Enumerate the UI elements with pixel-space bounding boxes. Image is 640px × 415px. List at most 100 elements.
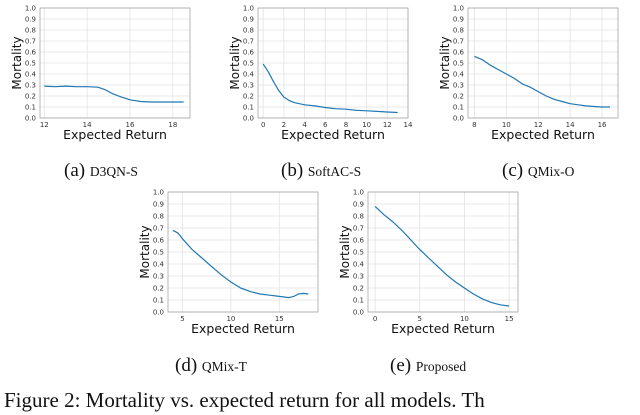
caption-c: (c) QMix-O <box>502 160 574 182</box>
chart-3-xtick-label-1: 10 <box>226 315 235 323</box>
chart-0-ytick-label-3: 0.3 <box>25 82 36 90</box>
chart-2-x-axis-label: Expected Return <box>491 127 595 142</box>
chart-0-xtick-label-1: 14 <box>83 121 92 129</box>
chart-3-xtick-label-2: 15 <box>275 315 284 323</box>
chart-1-series-line <box>262 63 398 114</box>
caption-a-label: (a) <box>64 160 86 181</box>
mortality-chart-d: 0.0 0.1 0.2 0.3 0.4 0.5 0.6 0.7 0.8 0.9 1.0 5 10 15Ex… <box>138 189 319 336</box>
caption-d-label: (d) <box>175 355 198 376</box>
chart-1-ytick-label-0: 0.0 <box>243 115 254 123</box>
chart-1-xtick-label-2: 4 <box>302 121 307 129</box>
chart-2-xtick-label-1: 10 <box>502 121 511 129</box>
chart-4-ytick-label-3: 0.3 <box>353 273 364 281</box>
chart-4-ytick-label-5: 0.5 <box>353 249 364 257</box>
chart-0-plot-frame <box>39 7 191 119</box>
chart-3-series-line <box>172 229 309 299</box>
chart-panel-a: 0.0 0.1 0.2 0.3 0.4 0.5 0.6 0.7 0.8 0.9 1.0 12 14 16 1… <box>10 2 195 142</box>
chart-1-ytick-label-4: 0.4 <box>243 71 255 79</box>
chart-2-ytick-label-2: 0.2 <box>453 93 464 101</box>
chart-1-xtick-label-7: 14 <box>404 121 413 129</box>
chart-4-ytick-label-8: 0.8 <box>353 213 364 221</box>
caption-c-label: (c) <box>502 160 524 181</box>
caption-a-method: D3QN-S <box>89 164 138 179</box>
chart-4-ytick-label-6: 0.6 <box>353 237 365 245</box>
chart-2-xtick-label-4: 16 <box>598 121 607 129</box>
chart-3-plot-frame <box>167 191 319 313</box>
chart-2-ytick-label-10: 1.0 <box>453 5 464 13</box>
chart-0-xtick-label-0: 12 <box>40 121 49 129</box>
chart-1-ytick-label-8: 0.8 <box>243 27 254 35</box>
chart-1-ytick-label-1: 0.1 <box>243 104 254 112</box>
chart-3-ytick-label-4: 0.4 <box>153 261 165 269</box>
chart-0-ytick-label-7: 0.7 <box>25 38 36 46</box>
chart-4-ytick-label-1: 0.1 <box>353 297 364 305</box>
chart-3-ytick-label-7: 0.7 <box>153 225 164 233</box>
mortality-chart-b: 0.0 0.1 0.2 0.3 0.4 0.5 0.6 0.7 0.8 0.9 1.0 0 2 4 6 8 10… <box>228 5 413 143</box>
chart-4-ytick-label-10: 1.0 <box>353 189 364 197</box>
chart-3-ytick-label-0: 0.0 <box>153 309 164 317</box>
chart-0-ytick-label-1: 0.1 <box>25 104 36 112</box>
chart-panel-d: 0.0 0.1 0.2 0.3 0.4 0.5 0.6 0.7 0.8 0.9 1.0 5 10 15 Ex… <box>138 186 323 336</box>
chart-1-ytick-label-6: 0.6 <box>243 49 255 57</box>
chart-1-ytick-label-2: 0.2 <box>243 93 254 101</box>
chart-4-ytick-label-4: 0.4 <box>353 261 365 269</box>
chart-3-y-axis-label: Mortality <box>138 225 152 278</box>
chart-0-y-axis-label: Mortality <box>10 36 24 89</box>
caption-b-method: SoftAC-S <box>307 164 362 179</box>
chart-2-ytick-label-5: 0.5 <box>453 60 464 68</box>
chart-4-x-axis-label: Expected Return <box>391 321 495 336</box>
chart-3-ytick-label-2: 0.2 <box>153 285 164 293</box>
caption-b: (b) SoftAC-S <box>281 160 361 182</box>
chart-2-ytick-label-4: 0.4 <box>453 71 465 79</box>
caption-d: (d) QMix-T <box>175 355 247 377</box>
chart-panel-e: 0.0 0.1 0.2 0.3 0.4 0.5 0.6 0.7 0.8 0.9 1.0 0 5 10 15 E… <box>338 186 523 336</box>
chart-1-ytick-label-9: 0.9 <box>243 16 254 24</box>
chart-0-series-line <box>44 85 184 103</box>
chart-2-ytick-label-6: 0.6 <box>453 49 465 57</box>
figure-caption: Figure 2: Mortality vs. expected return … <box>4 388 485 412</box>
chart-0-ytick-label-5: 0.5 <box>25 60 36 68</box>
chart-2-xtick-label-3: 14 <box>566 121 575 129</box>
chart-2-xtick-label-2: 12 <box>534 121 543 129</box>
chart-0-ytick-label-2: 0.2 <box>25 93 36 101</box>
chart-3-ytick-label-5: 0.5 <box>153 249 164 257</box>
chart-0-ytick-label-4: 0.4 <box>25 71 37 79</box>
chart-panel-b: 0.0 0.1 0.2 0.3 0.4 0.5 0.6 0.7 0.8 0.9 1.0 0 2 4 6 8 10… <box>228 2 413 143</box>
chart-3-ytick-label-3: 0.3 <box>153 273 164 281</box>
chart-2-ytick-label-0: 0.0 <box>453 115 464 123</box>
chart-3-x-axis-label: Expected Return <box>191 321 295 336</box>
chart-3-ytick-label-1: 0.1 <box>153 297 164 305</box>
caption-a: (a) D3QN-S <box>64 160 138 182</box>
chart-4-y-axis-label: Mortality <box>338 225 352 278</box>
chart-3-ytick-label-6: 0.6 <box>153 237 165 245</box>
chart-4-ytick-label-9: 0.9 <box>353 201 364 209</box>
chart-2-ytick-label-9: 0.9 <box>453 16 464 24</box>
caption-e-method: Proposed <box>415 359 467 374</box>
caption-b-label: (b) <box>281 160 304 181</box>
chart-0-ytick-label-9: 0.9 <box>25 16 36 24</box>
mortality-chart-c: 0.0 0.1 0.2 0.3 0.4 0.5 0.6 0.7 0.8 0.9 1.0 8 10 12 14… <box>438 5 619 142</box>
chart-4-xtick-label-0: 0 <box>373 315 377 323</box>
chart-3-xtick-label-0: 5 <box>180 315 184 323</box>
chart-1-ytick-label-5: 0.5 <box>243 60 254 68</box>
chart-4-xtick-label-1: 5 <box>418 315 422 323</box>
chart-0-ytick-label-0: 0.0 <box>25 115 36 123</box>
chart-2-ytick-label-8: 0.8 <box>453 27 464 35</box>
chart-3-ytick-label-8: 0.8 <box>153 213 164 221</box>
caption-e-label: (e) <box>390 355 412 376</box>
chart-2-ytick-label-1: 0.1 <box>453 104 464 112</box>
chart-1-x-axis-label: Expected Return <box>281 127 385 142</box>
chart-1-xtick-label-1: 2 <box>282 121 286 129</box>
chart-0-ytick-label-8: 0.8 <box>25 27 36 35</box>
chart-1-xtick-label-0: 0 <box>261 121 265 129</box>
chart-4-xtick-label-3: 15 <box>505 315 514 323</box>
chart-1-plot-frame <box>257 7 409 119</box>
chart-0-ytick-label-10: 1.0 <box>25 5 36 13</box>
chart-2-ytick-label-7: 0.7 <box>453 38 464 46</box>
mortality-chart-a: 0.0 0.1 0.2 0.3 0.4 0.5 0.6 0.7 0.8 0.9 1.0 12 14 16 1… <box>10 5 191 142</box>
chart-3-ytick-label-10: 1.0 <box>153 189 164 197</box>
caption-c-method: QMix-O <box>527 164 575 179</box>
chart-0-x-axis-label: Expected Return <box>63 127 167 142</box>
chart-1-xtick-label-3: 6 <box>323 121 328 129</box>
chart-4-ytick-label-7: 0.7 <box>353 225 364 233</box>
